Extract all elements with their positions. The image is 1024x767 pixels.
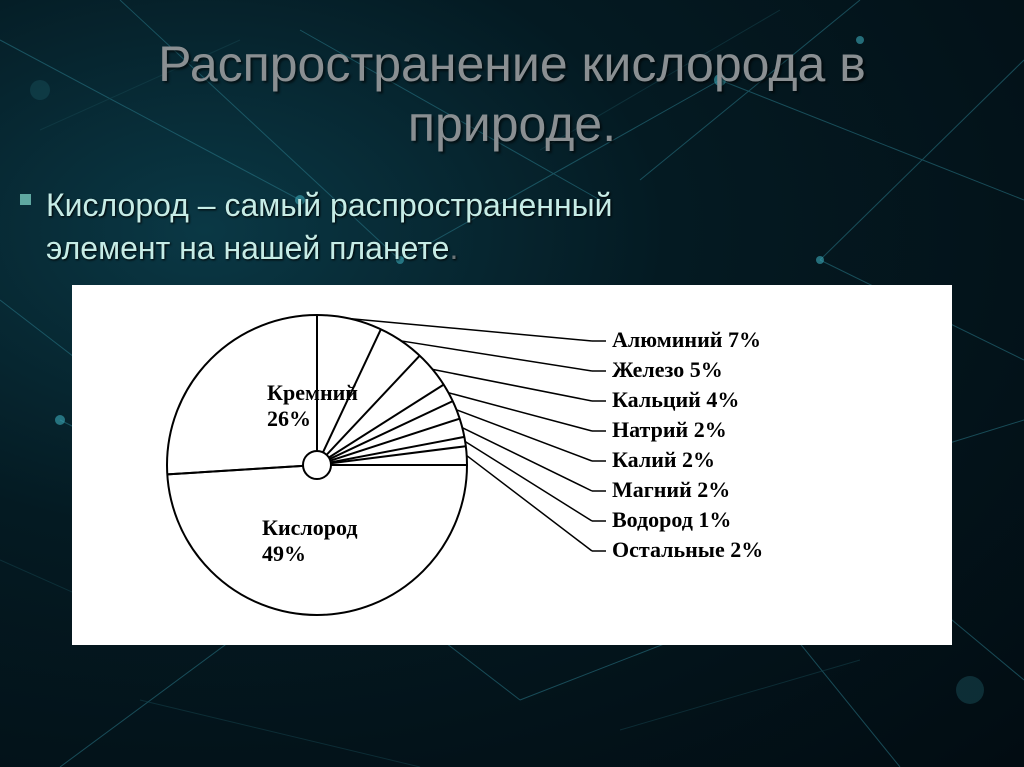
svg-text:Калий 2%: Калий 2% — [612, 447, 715, 472]
slide-title: Распространение кислорода в природе. — [0, 34, 1024, 154]
subtitle-lead: Кислород – самый распространенный — [46, 187, 613, 223]
pie-chart-panel: Кремний26% Алюминий 7% Железо 5% Кальций 4%… — [72, 285, 952, 645]
svg-text:Магний 2%: Магний 2% — [612, 477, 730, 502]
slide-subtitle: Кислород – самый распространенный элемен… — [46, 184, 613, 270]
svg-text:Натрий 2%: Натрий 2% — [612, 417, 727, 442]
svg-text:Водород 1%: Водород 1% — [612, 507, 731, 532]
pie-chart: Кремний26% Алюминий 7% Железо 5% Кальций 4%… — [72, 285, 952, 645]
title-line-2: природе. — [408, 96, 616, 152]
svg-text:Кальций 4%: Кальций 4% — [612, 387, 739, 412]
svg-text:Кремний: Кремний — [267, 380, 358, 405]
svg-text:Алюминий 7%: Алюминий 7% — [612, 327, 761, 352]
svg-text:Остальные 2%: Остальные 2% — [612, 537, 763, 562]
title-line-1: Распространение кислорода в — [158, 36, 866, 92]
svg-text:49%: 49% — [262, 541, 306, 566]
subtitle-dot: . — [449, 230, 458, 266]
svg-text:Кислород: Кислород — [262, 515, 357, 540]
svg-text:Железо 5%: Железо 5% — [612, 357, 723, 382]
subtitle-cont: элемент на нашей планете — [46, 230, 449, 266]
bullet-icon — [20, 194, 31, 205]
svg-text:26%: 26% — [267, 406, 311, 431]
slide: Распространение кислорода в природе. Кис… — [0, 0, 1024, 767]
